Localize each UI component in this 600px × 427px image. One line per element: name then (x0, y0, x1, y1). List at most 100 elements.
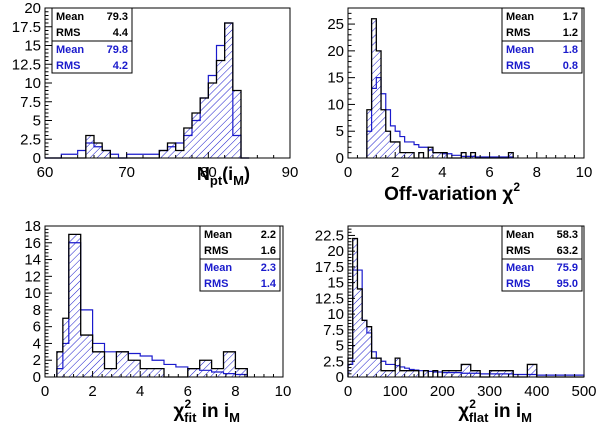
y-tick-label: 17.5 (315, 259, 344, 276)
stats-value: 1.4 (261, 278, 277, 290)
stats-label: Mean (56, 11, 84, 23)
y-tick-label: 12 (24, 268, 41, 285)
histogram-series-blue (347, 269, 585, 377)
y-tick-label: 14 (24, 252, 41, 269)
x-tick-label: 300 (477, 383, 502, 400)
x-tick-label: 400 (524, 383, 549, 400)
stats-label: RMS (506, 27, 530, 39)
stats-value: 75.9 (557, 262, 578, 274)
hatched-fill-series-black (348, 238, 584, 377)
x-tick-label: 60 (37, 164, 54, 181)
y-tick-label: 7.5 (20, 94, 41, 111)
plot-panel-1: 60 70 80 90 0 2.55 7.5 10 12.515 17.5 20 Mean 79.3 RM… (12, 0, 299, 188)
stats-value: 79.8 (107, 44, 128, 56)
x-tick-label: 90 (282, 164, 299, 181)
histogram-series-black (56, 233, 248, 378)
y-tick-label: 6 (33, 319, 41, 336)
y-tick-label: 17.5 (12, 19, 41, 36)
stats-label: Mean (204, 229, 232, 241)
stats-box: Mean 79.3 RMS 4.4 Mean 79.8 RMS 4.2 (51, 7, 133, 74)
y-tick-label: 0 (336, 150, 344, 167)
x-axis-title: Off-variation χ2 (384, 180, 520, 205)
stats-label: Mean (506, 262, 534, 274)
stats-label: RMS (56, 27, 80, 39)
y-tick-label: 2.5 (323, 353, 344, 370)
y-tick-label: 7.5 (323, 322, 344, 339)
stats-label: RMS (506, 245, 530, 257)
y-tick-label: 15 (24, 38, 41, 55)
x-tick-label: 2 (391, 164, 399, 181)
x-tick-label: 2 (88, 383, 96, 400)
x-tick-label: 100 (383, 383, 408, 400)
hatched-fill-series-black (45, 23, 250, 158)
stats-value: 95.0 (557, 278, 578, 290)
y-tick-label: 25 (327, 16, 344, 33)
x-tick-label: 8 (231, 383, 239, 400)
x-tick-label: 500 (571, 383, 596, 400)
stats-label: RMS (204, 278, 228, 290)
x-tick-label: 0 (41, 383, 49, 400)
stats-value: 2.2 (261, 229, 276, 241)
y-tick-label: 15 (327, 70, 344, 87)
x-tick-label: 10 (576, 164, 593, 181)
x-tick-label: 0 (344, 383, 352, 400)
stats-value: 1.6 (261, 245, 276, 257)
stats-label: RMS (506, 278, 530, 290)
x-axis-title: χ2 fit in iM (174, 397, 241, 425)
y-tick-label: 10 (24, 75, 41, 92)
stats-value: 0.8 (563, 60, 578, 72)
y-tick-label: 20 (24, 0, 41, 17)
y-tick-label: 5 (336, 123, 344, 140)
stats-label: Mean (506, 229, 534, 241)
stats-box: Mean 58.3 RMS 63.2 Mean 75.9 RMS 95.0 (501, 225, 583, 292)
x-tick-label: 8 (533, 164, 541, 181)
y-tick-label: 8 (33, 302, 41, 319)
stats-label: Mean (56, 44, 84, 56)
y-tick-label: 20 (327, 243, 344, 260)
x-tick-label: 0 (344, 164, 352, 181)
x-tick-label: 70 (118, 164, 135, 181)
stats-label: Mean (506, 44, 534, 56)
y-tick-label: 22.5 (315, 227, 344, 244)
y-tick-label: 10 (24, 285, 41, 302)
stats-label: RMS (506, 60, 530, 72)
stats-value: 4.2 (113, 60, 128, 72)
y-tick-label: 15 (327, 275, 344, 292)
y-tick-label: 18 (24, 218, 41, 235)
stats-value: 79.3 (107, 11, 128, 23)
y-tick-label: 16 (24, 235, 41, 252)
x-tick-label: 6 (184, 383, 192, 400)
hatched-fill-series-black (56, 234, 248, 377)
x-axis-title: Npt(iM) (197, 164, 250, 188)
stats-value: 1.7 (563, 11, 578, 23)
y-tick-label: 12.5 (12, 56, 41, 73)
plot-panel-4: 0 100 200 300 400 500 02.557.51012.51517.52022… (315, 225, 597, 425)
histogram-series-black (45, 22, 250, 159)
x-tick-label: 4 (136, 383, 144, 400)
stats-label: RMS (204, 245, 228, 257)
y-tick-label: 0 (33, 369, 41, 386)
x-tick-label: 80 (200, 164, 217, 181)
stats-label: RMS (56, 60, 80, 72)
plot-frame (44, 225, 284, 378)
y-tick-label: 4 (33, 335, 41, 352)
stats-value: 63.2 (557, 245, 578, 257)
y-tick-label: 5 (336, 338, 344, 355)
hatched-fill-series-black (366, 18, 514, 159)
stats-box: Mean 1.7 RMS 1.2 Mean 1.8 RMS 0.8 (501, 7, 583, 74)
x-tick-label: 200 (430, 383, 455, 400)
stats-label: Mean (506, 11, 534, 23)
stats-box: Mean 2.2 RMS 1.6 Mean 2.3 RMS 1.4 (199, 225, 281, 292)
stats-value: 2.3 (261, 262, 276, 274)
x-tick-label: 6 (485, 164, 493, 181)
stats-value: 1.8 (563, 44, 578, 56)
x-tick-label: 10 (275, 383, 292, 400)
y-tick-label: 12.5 (315, 290, 344, 307)
y-tick-label: 2 (33, 352, 41, 369)
y-tick-label: 5 (33, 113, 41, 130)
plot-panel-2: 0 2 4 6 8 10 0 5 10 15 20 25 Mean 1.7 RMS 1.2 Mean 1.8 RMS… (327, 7, 593, 205)
y-tick-label: 20 (327, 43, 344, 60)
y-tick-label: 0 (33, 150, 41, 167)
